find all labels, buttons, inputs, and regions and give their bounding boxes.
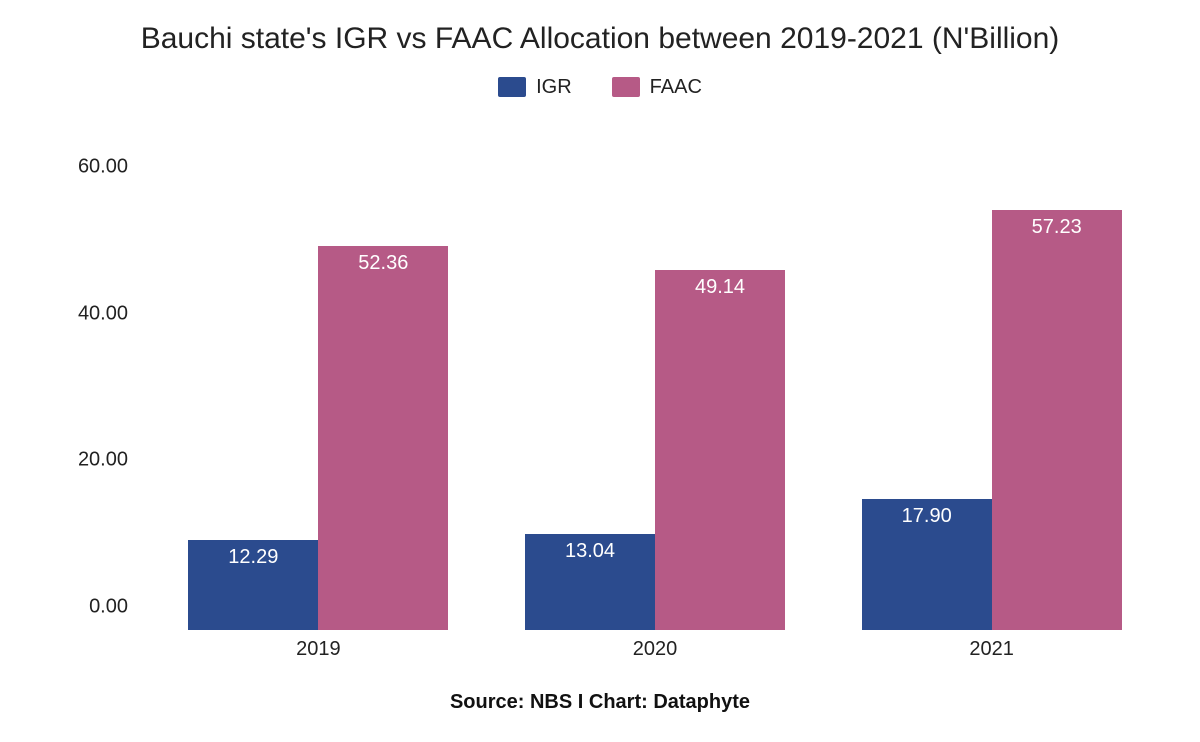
y-tick-60: 60.00 [78,156,128,179]
legend-swatch-faac [612,77,640,97]
bar-faac-2020: 49.14 [655,270,785,630]
bar-label-faac-2020: 49.14 [655,276,785,299]
bar-faac-2021: 57.23 [992,210,1122,630]
bar-igr-2019: 12.29 [188,540,318,630]
legend-label-igr: IGR [536,76,572,99]
legend-item-igr: IGR [498,76,572,99]
bar-label-igr-2020: 13.04 [525,540,655,563]
x-axis: 2019 2020 2021 [150,638,1160,661]
legend: IGR FAAC [0,76,1200,99]
chart-title: Bauchi state's IGR vs FAAC Allocation be… [0,0,1200,58]
bar-igr-2020: 13.04 [525,534,655,630]
bar-label-igr-2021: 17.90 [862,505,992,528]
group-2019: 12.29 52.36 [150,190,487,630]
bar-label-faac-2021: 57.23 [992,216,1122,239]
y-tick-0: 0.00 [89,596,128,619]
x-label-2020: 2020 [487,638,824,661]
bar-groups: 12.29 52.36 13.04 49.14 17.90 [150,190,1160,630]
legend-swatch-igr [498,77,526,97]
bar-label-igr-2019: 12.29 [188,546,318,569]
x-label-2021: 2021 [823,638,1160,661]
bars-container: 12.29 52.36 13.04 49.14 17.90 [150,190,1160,630]
bar-label-faac-2019: 52.36 [318,252,448,275]
y-tick-40: 40.00 [78,302,128,325]
plot-area: 60.00 40.00 20.00 0.00 12.29 52.36 13.04… [60,190,1160,630]
x-label-2019: 2019 [150,638,487,661]
legend-item-faac: FAAC [612,76,702,99]
group-2020: 13.04 49.14 [487,190,824,630]
y-tick-20: 20.00 [78,449,128,472]
bar-faac-2019: 52.36 [318,246,448,630]
source-caption: Source: NBS I Chart: Dataphyte [0,691,1200,714]
group-2021: 17.90 57.23 [823,190,1160,630]
y-axis: 60.00 40.00 20.00 0.00 [60,190,140,630]
bar-igr-2021: 17.90 [862,499,992,630]
legend-label-faac: FAAC [650,76,702,99]
